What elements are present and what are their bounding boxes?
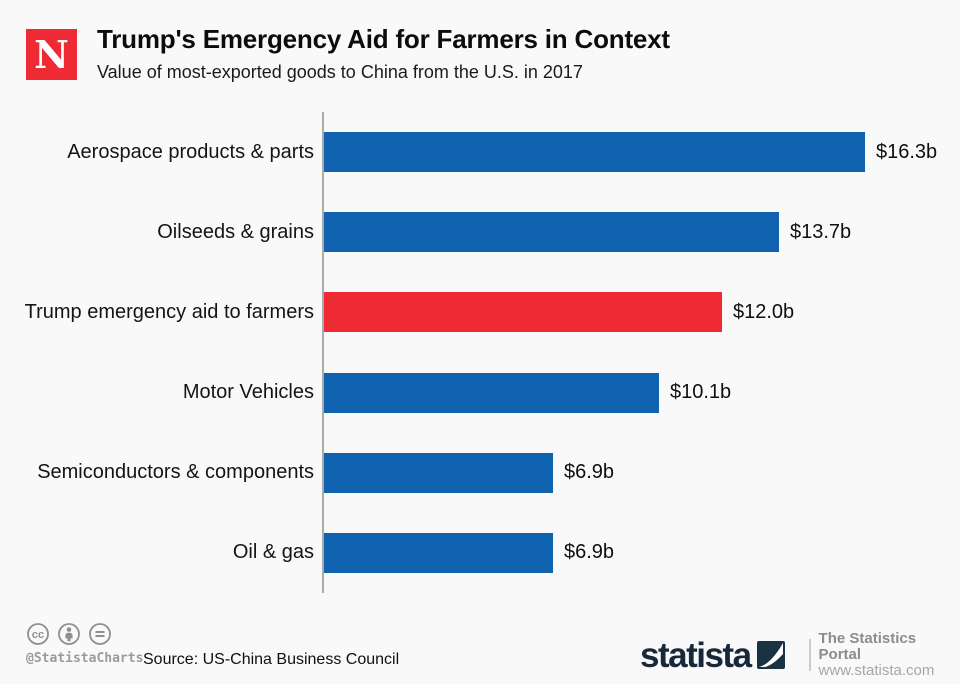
bar-row: Trump emergency aid to farmers $12.0b — [0, 272, 960, 352]
value-label: $6.9b — [564, 461, 615, 484]
bar — [324, 372, 659, 413]
category-label: Semiconductors & components — [37, 461, 314, 484]
bar — [324, 532, 553, 573]
page-title: Trump's Emergency Aid for Farmers in Con… — [97, 24, 670, 54]
statista-logo-block: statista The Statistics Portal www.stati… — [640, 631, 960, 679]
attribution-icon — [57, 622, 81, 646]
value-label: $16.3b — [876, 140, 938, 163]
bar-track: $13.7b — [324, 212, 852, 253]
category-label: Aerospace products & parts — [67, 140, 314, 163]
value-label: $6.9b — [564, 541, 615, 564]
value-label: $13.7b — [790, 220, 852, 243]
creative-commons-icons: cc — [26, 622, 112, 646]
bar-row: Oil & gas $6.9b — [0, 513, 960, 593]
source-text: Source: US-China Business Council — [143, 651, 400, 668]
svg-text:cc: cc — [32, 629, 44, 641]
statista-charts-credit: @StatistaCharts — [26, 651, 144, 666]
bar-chart: Aerospace products & parts $16.3b Oilseeds… — [0, 112, 960, 593]
bar-track: $6.9b — [324, 452, 615, 493]
cc-icon: cc — [26, 622, 50, 646]
category-label: Motor Vehicles — [182, 381, 314, 404]
bar-track: $16.3b — [324, 132, 938, 173]
category-label: Trump emergency aid to farmers — [24, 300, 314, 323]
bar — [324, 132, 865, 173]
bar-row: Oilseeds & grains $13.7b — [0, 192, 960, 272]
page-subtitle: Value of most-exported goods to China fr… — [97, 62, 583, 82]
category-label: Oilseeds & grains — [157, 220, 314, 243]
bar-track: $12.0b — [324, 292, 795, 333]
divider — [808, 639, 811, 671]
category-label: Oil & gas — [232, 541, 314, 564]
statista-wordmark: statista — [640, 635, 752, 675]
no-derivatives-icon — [88, 622, 112, 646]
bar-row: Motor Vehicles $10.1b — [0, 353, 960, 433]
bar — [324, 452, 553, 493]
value-label: $12.0b — [733, 300, 795, 323]
statista-tagline: The Statistics Portal — [818, 630, 917, 663]
bar-row: Semiconductors & components $6.9b — [0, 433, 960, 513]
bar — [324, 212, 779, 253]
bar-rows: Aerospace products & parts $16.3b Oilseeds… — [0, 112, 960, 593]
bar-highlight — [324, 292, 722, 333]
newsweek-logo-letter: N — [34, 31, 69, 77]
statista-logo-icon — [756, 641, 785, 669]
value-label: $10.1b — [670, 381, 732, 404]
bar-track: $10.1b — [324, 372, 732, 413]
newsweek-logo: N — [26, 29, 77, 80]
statista-website: www.statista.com — [818, 661, 935, 679]
bar-track: $6.9b — [324, 532, 615, 573]
y-axis-line — [322, 112, 324, 593]
bar-row: Aerospace products & parts $16.3b — [0, 112, 960, 192]
